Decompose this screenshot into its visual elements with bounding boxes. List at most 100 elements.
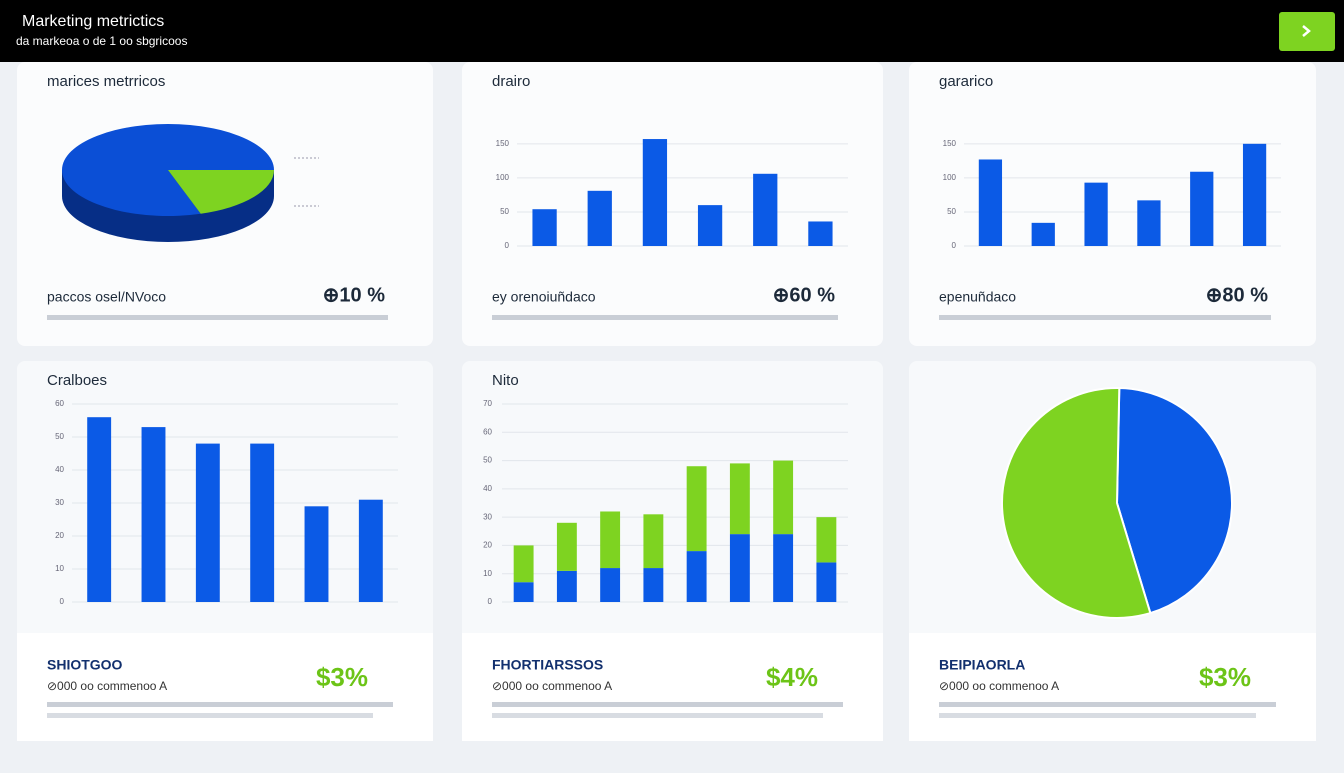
bar-segment [686, 551, 707, 602]
bar-segment [773, 460, 794, 535]
bar [1242, 143, 1267, 246]
footer-note-line [47, 702, 393, 707]
header-subtitle: da markeoa o de 1 oo sbgricoos [16, 34, 187, 48]
panel-title: marices metrricos [47, 73, 165, 90]
bar [1084, 182, 1108, 246]
y-tick-label: 0 [952, 241, 957, 250]
footer-value: $4% [766, 662, 818, 692]
panel: Nito 0 10 20 30 40 50 60 70 FHORTIARSSOS ⊘000 oo c… [462, 361, 883, 741]
footer-note-line [492, 713, 823, 718]
footer-label: epenuñdaco [939, 289, 1016, 305]
footer-note-line [492, 702, 843, 707]
bar [250, 443, 275, 602]
y-tick-label: 60 [483, 427, 492, 436]
panel: Cralboes 0 10 20 30 40 50 60 SHIOTGOO ⊘000 oo com… [17, 361, 433, 741]
pie-slice [1001, 387, 1152, 619]
bar [1137, 200, 1161, 246]
button-icon[interactable] [1302, 25, 1311, 37]
bar-segment [600, 568, 621, 602]
panel-bg [462, 62, 883, 346]
bar-segment [513, 582, 534, 602]
pie-slice [1115, 387, 1233, 615]
bar [358, 499, 383, 602]
footer-label: paccos osel/NVoco [47, 289, 166, 305]
bar-segment [816, 562, 837, 602]
panel-title: drairo [492, 73, 530, 90]
panel-title: Cralboes [47, 372, 107, 389]
bar-segment [556, 570, 577, 602]
panel: drairo 0 50 100 150 ey orenoiuñdaco ⊕60 % [462, 62, 883, 346]
bar [753, 173, 778, 246]
footer-value: $3% [316, 662, 368, 692]
footer-note-line [939, 713, 1256, 718]
panel: gararico 0 50 100 150 epenuñdaco ⊕80 % [909, 62, 1316, 346]
bar [195, 443, 220, 602]
bar [141, 427, 166, 602]
y-tick-label: 50 [500, 207, 509, 216]
y-tick-label: 40 [55, 465, 64, 474]
footer-value: ⊕80 % [1206, 284, 1269, 306]
footer-note-line [47, 315, 388, 320]
y-tick-label: 100 [943, 173, 957, 182]
footer-label: BEIPIAORLA [939, 657, 1025, 673]
footer-note: ⊘000 oo commenoo A [47, 679, 167, 693]
panel-footer-bg [909, 633, 1316, 741]
bar-segment [643, 568, 664, 602]
y-tick-label: 50 [55, 432, 64, 441]
footer-label: SHIOTGOO [47, 657, 123, 673]
bar-segment [600, 511, 621, 569]
y-tick-label: 150 [496, 139, 510, 148]
y-tick-label: 30 [483, 512, 492, 521]
bar-segment [643, 514, 664, 569]
bar [532, 209, 557, 246]
bar-segment [773, 534, 794, 602]
panel-footer-bg [17, 633, 433, 741]
header-bar [0, 0, 1344, 62]
bar [587, 190, 612, 246]
footer-value: ⊕60 % [773, 284, 836, 306]
footer-note: ⊘000 oo commenoo A [492, 679, 612, 693]
footer-note: ⊘000 oo commenoo A [939, 679, 1059, 693]
y-tick-label: 10 [55, 564, 64, 573]
bar-segment [686, 466, 707, 552]
bar-segment [729, 463, 750, 535]
footer-note-line [47, 713, 373, 718]
bar-segment [816, 517, 837, 563]
panel: BEIPIAORLA ⊘000 oo commenoo A $3% [909, 361, 1316, 741]
next-button[interactable] [1279, 12, 1335, 51]
bar [1190, 171, 1214, 246]
panel-bg [909, 62, 1316, 346]
panel-footer-bg [462, 633, 883, 741]
bar-segment [556, 522, 577, 571]
y-tick-label: 0 [505, 241, 510, 250]
panel-title: Nito [492, 372, 519, 389]
bar [808, 221, 833, 246]
bar [642, 139, 668, 246]
y-tick-label: 20 [55, 531, 64, 540]
panel: marices metrricos paccos osel/NVoco ⊕10 % [17, 62, 433, 346]
header-title: Marketing metrictics [22, 13, 164, 30]
y-tick-label: 150 [943, 139, 957, 148]
y-tick-label: 0 [488, 597, 493, 606]
y-tick-label: 70 [483, 399, 492, 408]
y-tick-label: 40 [483, 484, 492, 493]
bar [1031, 222, 1055, 246]
bar [304, 506, 329, 602]
y-tick-label: 50 [483, 456, 492, 465]
y-tick-label: 10 [483, 569, 492, 578]
bar-segment [729, 534, 750, 602]
bar-segment [513, 545, 534, 583]
footer-note-line [492, 315, 838, 320]
bar [978, 159, 1003, 246]
footer-label: ey orenoiuñdaco [492, 289, 596, 305]
footer-note-line [939, 702, 1276, 707]
y-tick-label: 30 [55, 498, 64, 507]
y-tick-label: 20 [483, 541, 492, 550]
pie-slice [168, 170, 274, 214]
footer-value: ⊕10 % [323, 284, 386, 306]
bar [697, 205, 723, 246]
footer-label: FHORTIARSSOS [492, 657, 603, 673]
panel-title: gararico [939, 73, 993, 90]
